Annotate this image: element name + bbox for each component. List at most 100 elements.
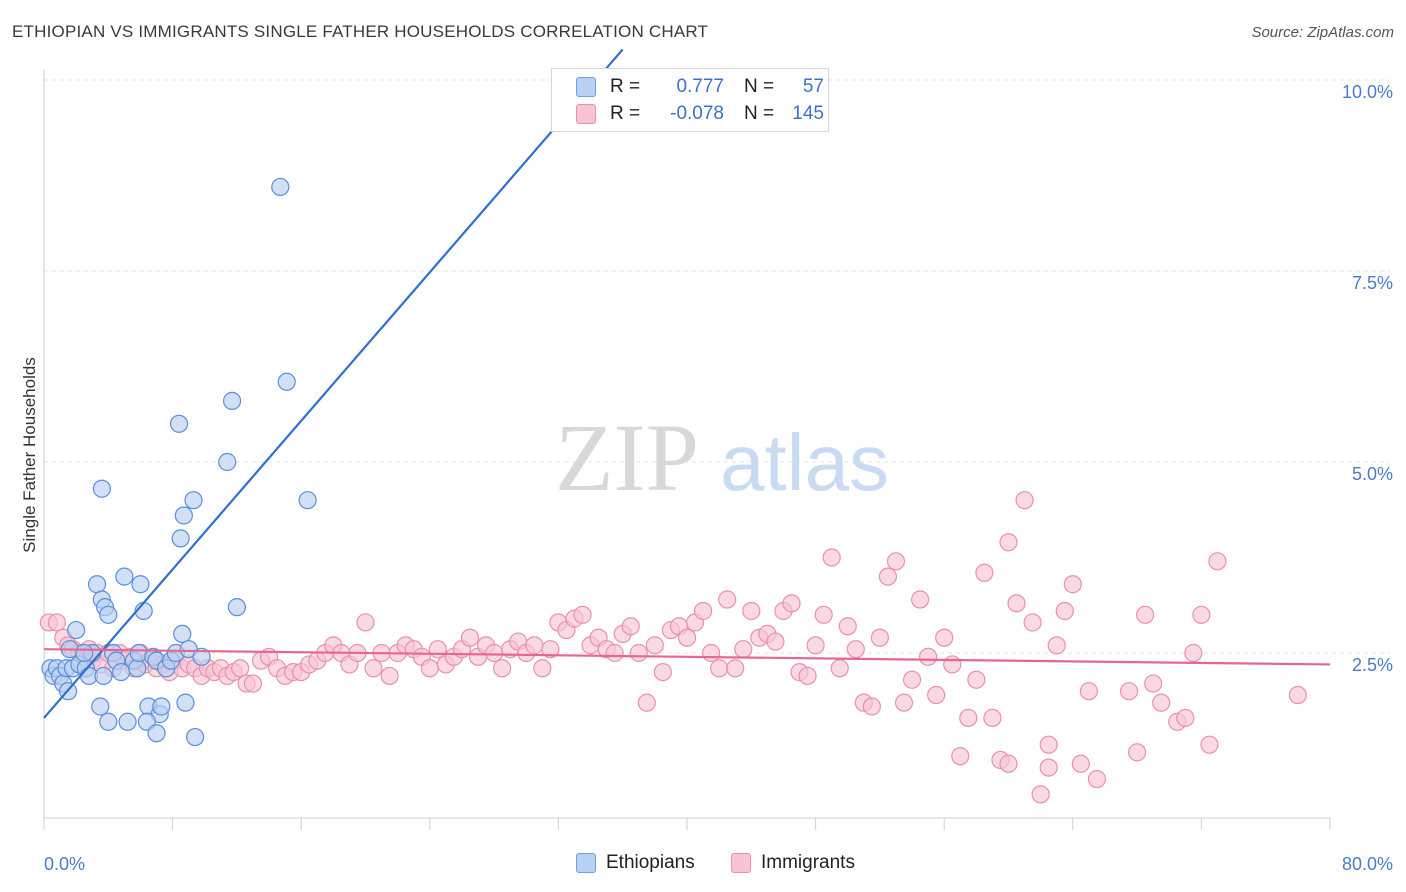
- ethiopians-legend-label: Ethiopians: [606, 852, 695, 873]
- watermark-atlas: atlas: [720, 418, 889, 507]
- immigrants-point: [1015, 491, 1034, 510]
- immigrants-point: [943, 655, 962, 674]
- immigrants-point: [927, 685, 946, 705]
- watermark: ZIP atlas: [555, 404, 889, 511]
- immigrants-point: [838, 617, 857, 636]
- immigrants-point: [605, 643, 624, 663]
- immigrants-point: [1031, 785, 1050, 804]
- ethiopians-point: [128, 659, 147, 678]
- ethiopians-point: [171, 529, 190, 548]
- ethiopians-point: [118, 712, 137, 731]
- series-legend: Ethiopians Immigrants: [0, 852, 1406, 876]
- immigrants-point: [1039, 758, 1058, 777]
- y-tick-label: 2.5%: [1352, 655, 1393, 675]
- y-tick-label: 10.0%: [1342, 82, 1393, 102]
- immigrants-trend-line: [43, 648, 1331, 666]
- ethiopians-point: [91, 697, 110, 716]
- ethiopians-point: [174, 506, 193, 525]
- immigrants-point: [878, 567, 898, 586]
- immigrants-point: [364, 659, 383, 678]
- immigrants-point: [47, 613, 66, 632]
- immigrants-point: [621, 617, 640, 636]
- x-tick-labels: 0.0% 80.0%: [44, 854, 1393, 874]
- immigrants-point: [1007, 594, 1026, 613]
- immigrants-point: [798, 666, 817, 686]
- immigrants-point: [420, 659, 439, 678]
- ethiopians-point: [176, 693, 195, 712]
- ethiopians-legend-swatch: [576, 853, 596, 873]
- ethiopians-point: [152, 697, 171, 716]
- immigrants-point: [645, 636, 664, 655]
- ethiopians-point: [131, 575, 150, 594]
- immigrants-point: [1047, 636, 1066, 655]
- immigrants-point: [460, 628, 480, 647]
- chart-title: ETHIOPIAN VS IMMIGRANTS SINGLE FATHER HO…: [12, 22, 709, 41]
- ethiopians-point: [184, 491, 203, 510]
- immigrants-point: [533, 659, 552, 678]
- immigrants-point: [493, 659, 512, 678]
- ethiopians-points: [41, 82, 586, 747]
- immigrants-point: [975, 563, 994, 582]
- immigrants-point: [870, 628, 890, 647]
- y-tick-label: 7.5%: [1352, 273, 1393, 293]
- immigrants-point: [886, 552, 906, 571]
- immigrants-point: [814, 605, 833, 624]
- legend-item-immigrants[interactable]: Immigrants: [731, 852, 855, 874]
- immigrants-point: [910, 590, 930, 609]
- immigrants-point: [693, 601, 713, 621]
- ethiopians-point: [169, 414, 189, 433]
- immigrants-point: [830, 659, 849, 678]
- immigrants-point: [1055, 601, 1074, 621]
- immigrants-points: [39, 491, 1307, 804]
- y-tick-label: 5.0%: [1352, 464, 1393, 484]
- immigrants-point: [541, 640, 560, 659]
- x-tick-label-min: 0.0%: [44, 854, 85, 874]
- immigrants-point: [935, 628, 954, 647]
- immigrants-point: [1208, 552, 1227, 571]
- immigrants-point: [1063, 575, 1082, 594]
- immigrants-point: [428, 640, 447, 659]
- ethiopians-point: [298, 491, 317, 510]
- immigrants-point: [702, 643, 721, 663]
- immigrants-point: [726, 659, 745, 678]
- gridlines: [44, 79, 1390, 654]
- immigrants-point: [734, 640, 753, 659]
- immigrants-point: [653, 662, 672, 682]
- y-tick-labels: 2.5% 5.0% 7.5% 10.0%: [1342, 82, 1393, 675]
- immigrants-point: [231, 659, 250, 678]
- immigrants-point: [356, 613, 375, 632]
- immigrants-point: [806, 636, 825, 655]
- ethiopians-point: [99, 712, 118, 731]
- immigrants-point: [1184, 643, 1203, 663]
- ethiopians-point: [186, 727, 205, 747]
- immigrants-point: [1144, 674, 1163, 693]
- legend-row-ethiopians: R = 0.777 N = 57: [576, 75, 824, 99]
- ethiopians-point: [173, 624, 192, 644]
- ethiopians-r-value: 0.777: [676, 76, 724, 97]
- immigrants-point: [822, 548, 841, 567]
- immigrants-point: [742, 601, 761, 621]
- legend-item-ethiopians[interactable]: Ethiopians: [576, 852, 695, 874]
- immigrants-point: [894, 693, 914, 712]
- immigrants-n-label: N =: [744, 103, 775, 124]
- immigrants-point: [710, 659, 729, 678]
- immigrants-point: [1176, 708, 1195, 728]
- immigrants-point: [999, 533, 1018, 552]
- immigrants-r-label: R =: [610, 103, 641, 124]
- immigrants-n-value: 145: [792, 103, 824, 124]
- immigrants-point: [1200, 735, 1219, 754]
- ethiopians-point: [67, 620, 86, 640]
- ethiopians-trend-line: [43, 48, 624, 719]
- immigrants-point: [959, 708, 978, 728]
- immigrants-point: [967, 670, 986, 689]
- immigrants-point: [983, 708, 1002, 728]
- immigrants-point: [243, 674, 263, 693]
- immigrants-point: [718, 590, 737, 609]
- immigrants-point: [902, 670, 922, 689]
- immigrants-point: [1119, 682, 1139, 701]
- immigrants-point: [637, 693, 656, 712]
- ethiopians-n-label: N =: [744, 76, 775, 97]
- ethiopians-swatch: [576, 77, 596, 97]
- ethiopians-point: [277, 372, 296, 391]
